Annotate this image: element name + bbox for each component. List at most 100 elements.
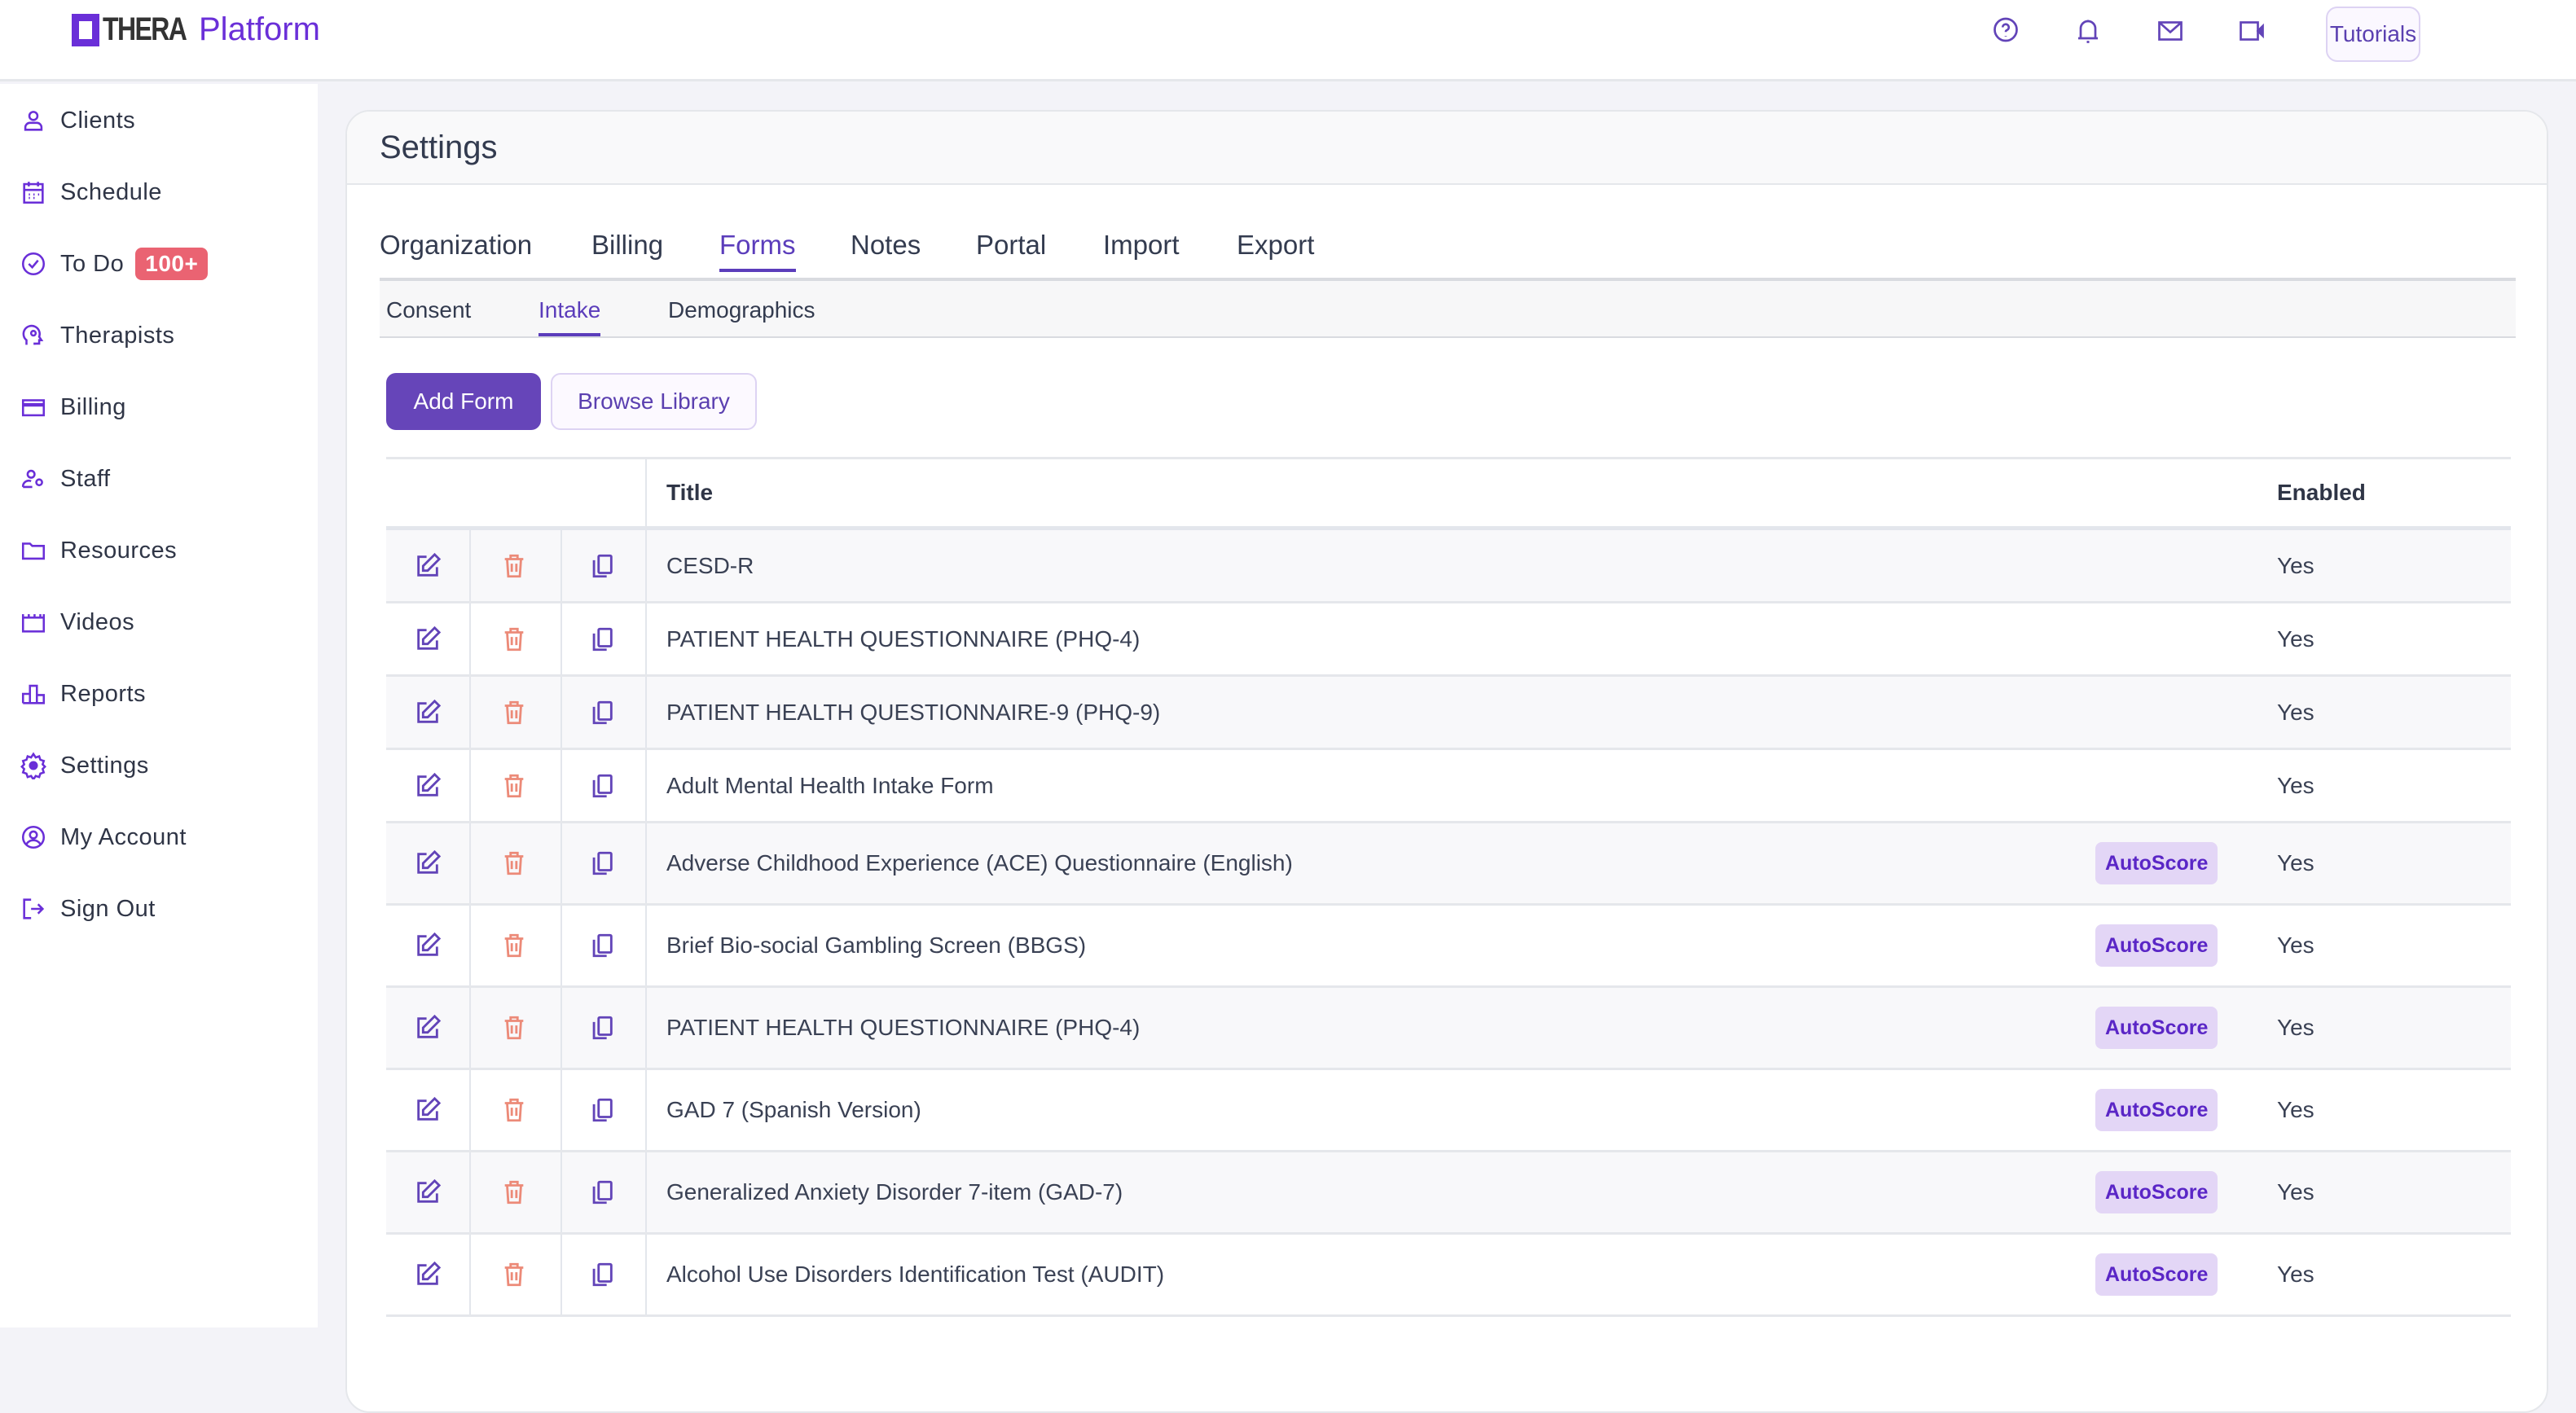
- sidebar-item-clients[interactable]: Clients: [20, 100, 135, 141]
- tab-export[interactable]: Export: [1237, 230, 1315, 260]
- tab-forms[interactable]: Forms: [719, 230, 796, 272]
- sidebar-item-reports[interactable]: Reports: [20, 674, 146, 714]
- copy-icon[interactable]: [588, 906, 616, 985]
- table-row[interactable]: PATIENT HEALTH QUESTIONNAIRE-9 (PHQ-9) Ye…: [386, 677, 2511, 750]
- trash-icon[interactable]: [500, 988, 528, 1068]
- trash-icon[interactable]: [500, 823, 528, 903]
- copy-icon[interactable]: [588, 1152, 616, 1232]
- form-title[interactable]: Adult Mental Health Intake Form: [666, 772, 994, 798]
- subtab-intake[interactable]: Intake: [538, 297, 601, 336]
- sidebar-item-label: Sign Out: [60, 895, 156, 922]
- edit-icon[interactable]: [414, 1235, 442, 1314]
- subtab-consent[interactable]: Consent: [386, 297, 472, 323]
- form-title[interactable]: PATIENT HEALTH QUESTIONNAIRE (PHQ-4): [666, 625, 1141, 652]
- trash-icon[interactable]: [500, 906, 528, 985]
- table-row[interactable]: PATIENT HEALTH QUESTIONNAIRE (PHQ-4) Auto…: [386, 988, 2511, 1070]
- form-title[interactable]: GAD 7 (Spanish Version): [666, 1097, 921, 1122]
- table-row[interactable]: GAD 7 (Spanish Version) AutoScore Yes: [386, 1070, 2511, 1152]
- sidebar-item-resources[interactable]: Resources: [20, 530, 177, 571]
- sidebar-item-label: To Do: [60, 250, 125, 277]
- browse-library-button[interactable]: Browse Library: [551, 373, 757, 430]
- form-title[interactable]: PATIENT HEALTH QUESTIONNAIRE (PHQ-4): [666, 1015, 1141, 1040]
- edit-icon[interactable]: [414, 906, 442, 985]
- form-title[interactable]: Brief Bio-social Gambling Screen (BBGS): [666, 932, 1087, 958]
- tutorials-button[interactable]: Tutorials: [2326, 7, 2420, 62]
- table-row[interactable]: PATIENT HEALTH QUESTIONNAIRE (PHQ-4) Yes: [386, 603, 2511, 677]
- form-title[interactable]: Adverse Childhood Experience (ACE) Quest…: [666, 850, 1293, 875]
- bell-icon[interactable]: [2073, 16, 2103, 46]
- form-title[interactable]: CESD-R: [666, 552, 754, 578]
- copy-icon[interactable]: [588, 1235, 616, 1314]
- autoscore-badge: AutoScore: [2095, 1171, 2218, 1213]
- user-gear-icon: [21, 469, 43, 489]
- column-enabled: Enabled: [2277, 480, 2366, 505]
- edit-icon[interactable]: [414, 1070, 442, 1150]
- trash-icon[interactable]: [500, 1235, 528, 1314]
- table-row[interactable]: CESD-R Yes: [386, 530, 2511, 603]
- copy-icon[interactable]: [588, 1070, 616, 1150]
- sidebar-item-billing[interactable]: Billing: [20, 387, 126, 428]
- table-row[interactable]: Brief Bio-social Gambling Screen (BBGS) A…: [386, 906, 2511, 988]
- trash-icon[interactable]: [500, 750, 528, 821]
- table-row[interactable]: Adverse Childhood Experience (ACE) Quest…: [386, 823, 2511, 906]
- tab-import[interactable]: Import: [1103, 230, 1180, 260]
- sidebar-item-label: Staff: [60, 465, 111, 492]
- tab-billing[interactable]: Billing: [591, 230, 664, 260]
- sidebar-item-therapists[interactable]: Therapists: [20, 315, 174, 356]
- edit-icon[interactable]: [414, 750, 442, 821]
- edit-icon[interactable]: [414, 530, 442, 601]
- help-icon[interactable]: [1991, 16, 2020, 46]
- sidebar-item-schedule[interactable]: Schedule: [20, 172, 162, 213]
- edit-icon[interactable]: [414, 677, 442, 748]
- column-title: Title: [666, 480, 714, 505]
- copy-icon[interactable]: [588, 530, 616, 601]
- copy-icon[interactable]: [588, 677, 616, 748]
- user-icon: [24, 111, 43, 131]
- tab-notes[interactable]: Notes: [851, 230, 921, 260]
- trash-icon[interactable]: [500, 1070, 528, 1150]
- sidebar-item-label: Schedule: [60, 178, 162, 205]
- clapper-icon: [21, 614, 46, 633]
- enabled-value: Yes: [2277, 1015, 2314, 1040]
- add-form-button[interactable]: Add Form: [386, 373, 541, 430]
- edit-icon[interactable]: [414, 1152, 442, 1232]
- sidebar-item-to-do[interactable]: To Do 100+: [20, 244, 209, 284]
- sidebar-item-label: Billing: [60, 393, 126, 420]
- theraplatform-logo[interactable]: THERA Platform: [72, 11, 320, 48]
- form-title[interactable]: Alcohol Use Disorders Identification Tes…: [666, 1262, 1165, 1287]
- form-title[interactable]: Generalized Anxiety Disorder 7-item (GAD…: [666, 1179, 1123, 1205]
- table-row[interactable]: Adult Mental Health Intake Form Yes: [386, 750, 2511, 823]
- copy-icon[interactable]: [588, 988, 616, 1068]
- copy-icon[interactable]: [588, 750, 616, 821]
- trash-icon[interactable]: [500, 603, 528, 674]
- sidebar-item-label: Resources: [60, 537, 178, 564]
- video-icon[interactable]: [2237, 16, 2266, 46]
- sidebar-item-label: Settings: [60, 752, 149, 779]
- enabled-value: Yes: [2277, 625, 2314, 652]
- edit-icon[interactable]: [414, 988, 442, 1068]
- sidebar-item-my-account[interactable]: My Account: [20, 817, 187, 858]
- sidebar-item-staff[interactable]: Staff: [20, 459, 111, 499]
- copy-icon[interactable]: [588, 603, 616, 674]
- sidebar-item-sign-out[interactable]: Sign Out: [20, 889, 156, 929]
- trash-icon[interactable]: [500, 530, 528, 601]
- sidebar-item-settings[interactable]: Settings: [20, 745, 149, 786]
- sidebar-item-videos[interactable]: Videos: [20, 602, 134, 643]
- table-row[interactable]: Generalized Anxiety Disorder 7-item (GAD…: [386, 1152, 2511, 1235]
- form-title[interactable]: PATIENT HEALTH QUESTIONNAIRE-9 (PHQ-9): [666, 699, 1161, 725]
- subtab-demographics[interactable]: Demographics: [668, 297, 815, 323]
- copy-icon[interactable]: [588, 823, 616, 903]
- todo-count-badge: 100+: [135, 248, 209, 280]
- enabled-value: Yes: [2277, 699, 2314, 725]
- enabled-value: Yes: [2277, 1179, 2314, 1205]
- edit-icon[interactable]: [414, 603, 442, 674]
- trash-icon[interactable]: [500, 677, 528, 748]
- trash-icon[interactable]: [500, 1152, 528, 1232]
- mail-icon[interactable]: [2156, 16, 2185, 46]
- tab-organization[interactable]: Organization: [380, 230, 533, 260]
- edit-icon[interactable]: [414, 823, 442, 903]
- table-row[interactable]: Alcohol Use Disorders Identification Tes…: [386, 1235, 2511, 1317]
- tab-portal[interactable]: Portal: [976, 230, 1047, 260]
- forms-table: Title Enabled CESD-R Yes PATIENT HEALTH QU…: [386, 457, 2511, 1317]
- autoscore-badge: AutoScore: [2095, 1007, 2218, 1049]
